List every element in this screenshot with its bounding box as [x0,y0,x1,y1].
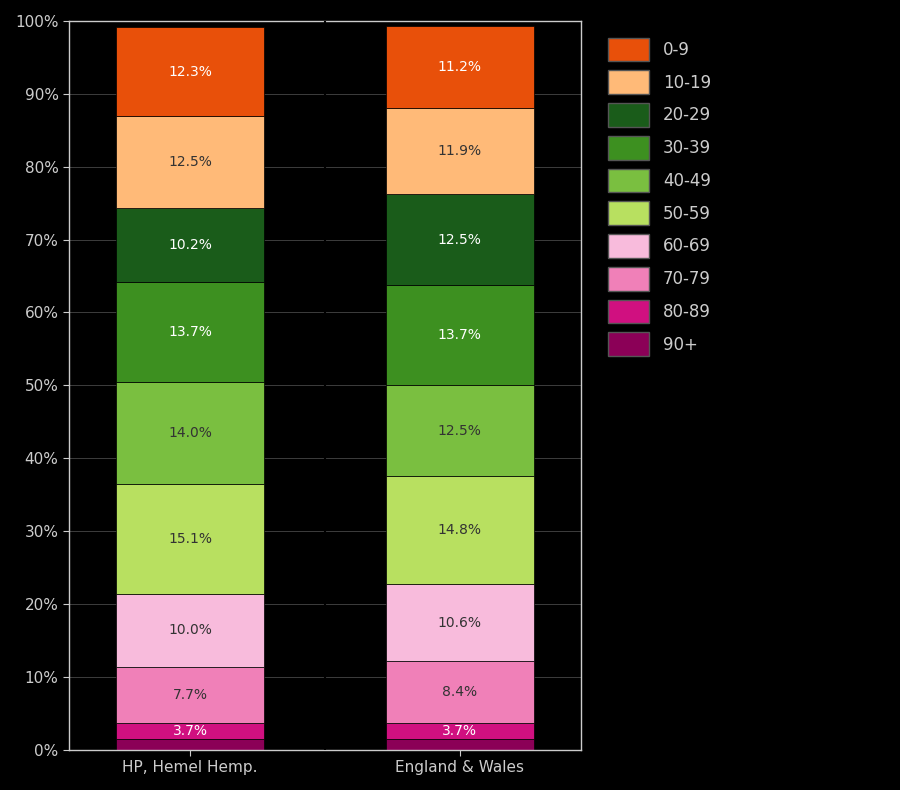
Bar [385,26,534,107]
Text: 8.4%: 8.4% [442,685,477,699]
Bar [385,584,534,661]
Bar [116,667,265,723]
Bar [385,386,534,476]
Bar [116,27,265,116]
Bar [385,107,534,194]
Text: 14.8%: 14.8% [437,523,482,537]
Text: 12.3%: 12.3% [168,65,212,79]
Text: 11.9%: 11.9% [437,144,482,158]
Bar [385,661,534,723]
Legend: 0-9, 10-19, 20-29, 30-39, 40-49, 50-59, 60-69, 70-79, 80-89, 90+: 0-9, 10-19, 20-29, 30-39, 40-49, 50-59, … [599,29,719,364]
Text: 12.5%: 12.5% [437,423,482,438]
Text: 14.0%: 14.0% [168,426,212,440]
Text: 13.7%: 13.7% [168,325,212,339]
Bar [385,739,534,750]
Text: 12.5%: 12.5% [168,155,212,169]
Text: 7.7%: 7.7% [173,687,208,702]
Bar [116,739,265,750]
Bar [116,282,265,382]
Bar [116,382,265,483]
Bar [385,194,534,285]
Bar [116,723,265,739]
Bar [116,116,265,208]
Text: 11.2%: 11.2% [437,60,482,74]
Text: 15.1%: 15.1% [168,532,212,546]
Bar [116,593,265,667]
Bar [385,476,534,584]
Bar [116,208,265,282]
Text: 3.7%: 3.7% [442,724,477,738]
Text: 10.6%: 10.6% [437,616,482,630]
Text: 12.5%: 12.5% [437,233,482,247]
Text: 3.7%: 3.7% [173,724,208,738]
Bar [385,723,534,739]
Text: 13.7%: 13.7% [437,329,482,342]
Text: 10.0%: 10.0% [168,623,212,637]
Text: 10.2%: 10.2% [168,238,212,252]
Bar [116,483,265,593]
Bar [385,285,534,386]
